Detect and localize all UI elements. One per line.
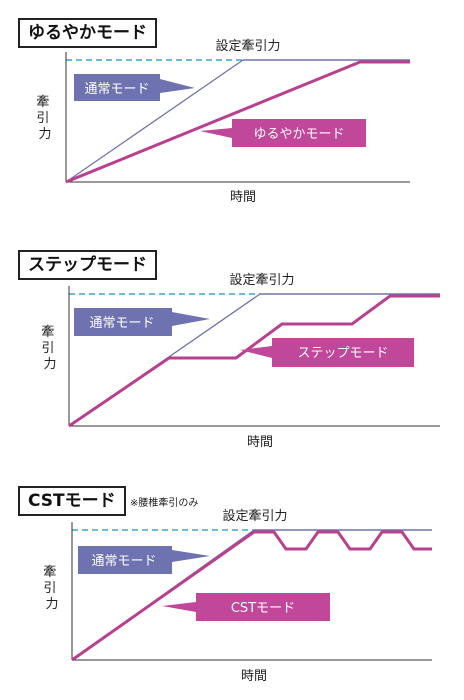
max-force-label: 設定牽引力: [215, 38, 280, 54]
chart-cst-mode: 通常モード CSTモード 設定牽引力 時間 牽 引 力: [43, 508, 432, 684]
panel-gentle-mode: ゆるやかモード 通常モード ゆるやかモード 設定牽引力 時間 牽 引 力: [0, 0, 464, 230]
gentle-mode-line: [65, 60, 410, 184]
normal-mode-line: [65, 59, 244, 183]
normal-mode-label: 通常モード: [91, 554, 156, 569]
y-axis-label: 牽 引 力: [36, 94, 53, 142]
normal-mode-callout: [78, 546, 210, 574]
y-axis-char-2: 引: [36, 111, 49, 126]
y-axis-char-2: 引: [41, 341, 54, 356]
panel-step-mode: ステップモード 通常モード ステップモード 設定牽引力 時間 牽 引 力: [0, 230, 464, 460]
panel-title: ゆるやかモード: [18, 18, 157, 48]
step-mode-callout: [240, 338, 414, 367]
max-force-label: 設定牽引力: [222, 508, 287, 524]
lumbar-only-note: ※腰椎牽引のみ: [130, 498, 199, 509]
normal-mode-callout: [74, 74, 195, 101]
y-axis-char-3: 力: [38, 127, 51, 142]
y-axis-char-2: 引: [43, 581, 56, 596]
y-axis-char-3: 力: [45, 597, 58, 612]
gentle-mode-label: ゆるやかモード: [253, 127, 344, 142]
normal-mode-label: 通常モード: [89, 316, 154, 331]
step-mode-line: [68, 294, 440, 428]
x-axis-label: 時間: [230, 190, 256, 205]
y-axis-char-1: 牽: [36, 94, 49, 110]
max-force-label: 設定牽引力: [229, 272, 294, 288]
normal-mode-label: 通常モード: [84, 82, 149, 97]
cst-mode-label: CSTモード: [231, 601, 295, 616]
gentle-mode-callout: [200, 119, 366, 147]
y-axis-char-1: 牽: [43, 564, 56, 580]
cst-mode-callout: [162, 593, 330, 621]
panel-cst-mode: CSTモード ※腰椎牽引のみ 通常モード CSTモード 設定牽引力 時間 牽 引…: [0, 460, 464, 700]
chart-step-mode: 通常モード ステップモード 設定牽引力 時間 牽 引 力: [41, 272, 440, 450]
panel-title: ステップモード: [18, 250, 157, 280]
y-axis-label: 牽 引 力: [43, 564, 60, 612]
chart-gentle-mode: 通常モード ゆるやかモード 設定牽引力 時間 牽 引 力: [36, 38, 410, 205]
y-axis-label: 牽 引 力: [41, 324, 58, 372]
normal-mode-callout: [74, 308, 210, 336]
cst-mode-line: [71, 530, 432, 662]
x-axis-label: 時間: [247, 435, 273, 450]
y-axis-char-1: 牽: [41, 324, 54, 340]
panel-title: CSTモード: [18, 486, 126, 516]
y-axis-char-3: 力: [43, 357, 56, 372]
x-axis-label: 時間: [241, 669, 267, 684]
step-mode-label: ステップモード: [297, 346, 388, 361]
